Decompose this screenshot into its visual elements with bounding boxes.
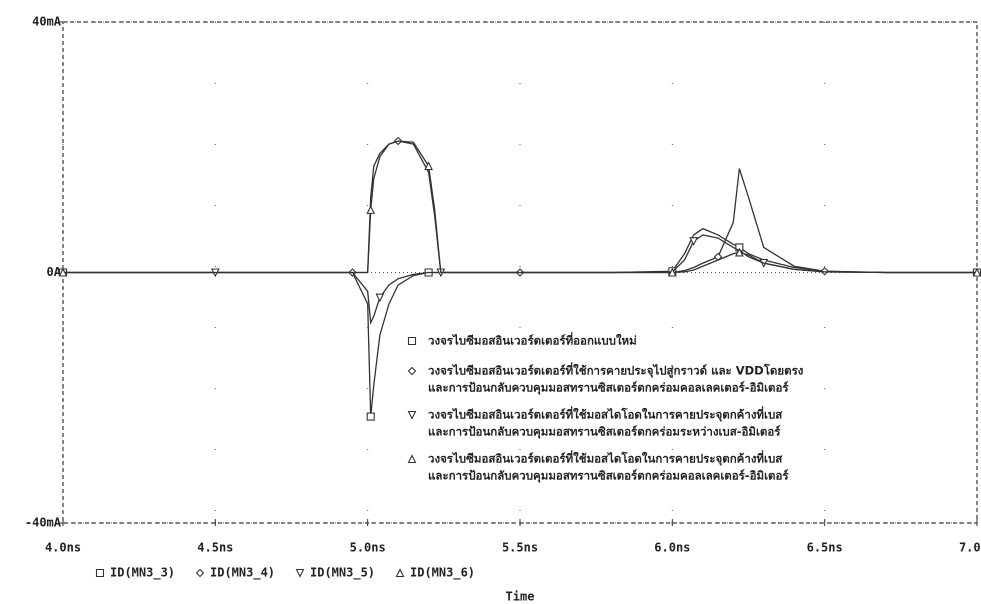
x-tick-label: 4.0ns	[45, 541, 81, 555]
marker	[295, 568, 305, 578]
y-tick-label: -40mA	[25, 516, 62, 530]
y-tick-label: 0A	[47, 265, 62, 279]
marker	[689, 237, 699, 246]
marker	[407, 410, 417, 420]
annotation: และการป้อนกลับควบคุมมอสทรานซิสเตอร์ตกคร่…	[428, 469, 789, 484]
series-line	[63, 140, 977, 274]
marker	[395, 568, 405, 578]
annotation: วงจรไบซีมอสอินเวอร์ตเตอร์ที่ใช้การคายประ…	[428, 362, 804, 379]
marker	[407, 454, 417, 464]
marker	[734, 247, 744, 257]
marker	[972, 267, 981, 277]
series-line	[63, 234, 977, 325]
marker	[667, 267, 677, 277]
marker	[375, 293, 385, 303]
x-tick-label: 6.5ns	[807, 541, 843, 555]
annotation: วงจรไบซีมอสอินเวอร์ตเตอร์ที่ใช้มอสไดโอดใ…	[428, 406, 783, 423]
x-tick-label: 6.0ns	[654, 541, 690, 555]
marker	[424, 161, 433, 171]
x-tick-label: 4.5ns	[197, 541, 233, 555]
legend-label: ID(MN3_6)	[410, 566, 475, 581]
x-axis-label: Time	[506, 590, 535, 604]
annotation: วงจรไบซีมอสอินเวอร์ตเตอร์ที่ออกแบบใหม่	[428, 332, 637, 348]
x-tick-label: 5.5ns	[502, 541, 538, 555]
series-line	[63, 140, 977, 274]
legend-label: ID(MN3_5)	[310, 566, 375, 581]
marker	[366, 412, 375, 421]
y-tick-label: 40mA	[32, 15, 62, 29]
marker	[366, 205, 376, 214]
marker	[95, 568, 105, 578]
marker	[407, 366, 417, 376]
marker	[195, 568, 205, 578]
x-tick-label: 7.0ns	[959, 541, 981, 555]
marker	[407, 336, 417, 346]
annotation: และการป้อนกลับควบคุมมอสทรานซิสเตอร์ตกคร่…	[428, 381, 789, 396]
marker	[58, 267, 68, 277]
x-tick-label: 5.0ns	[350, 541, 386, 555]
legend-label: ID(MN3_4)	[210, 566, 275, 581]
legend-label: ID(MN3_3)	[110, 566, 175, 581]
annotation: วงจรไบซีมอสอินเวอร์ตเตอร์ที่ใช้มอสไดโอดใ…	[428, 450, 783, 467]
annotation: และการป้อนกลับควบคุมมอสทรานซิสเตอร์ตกคร่…	[428, 425, 781, 440]
